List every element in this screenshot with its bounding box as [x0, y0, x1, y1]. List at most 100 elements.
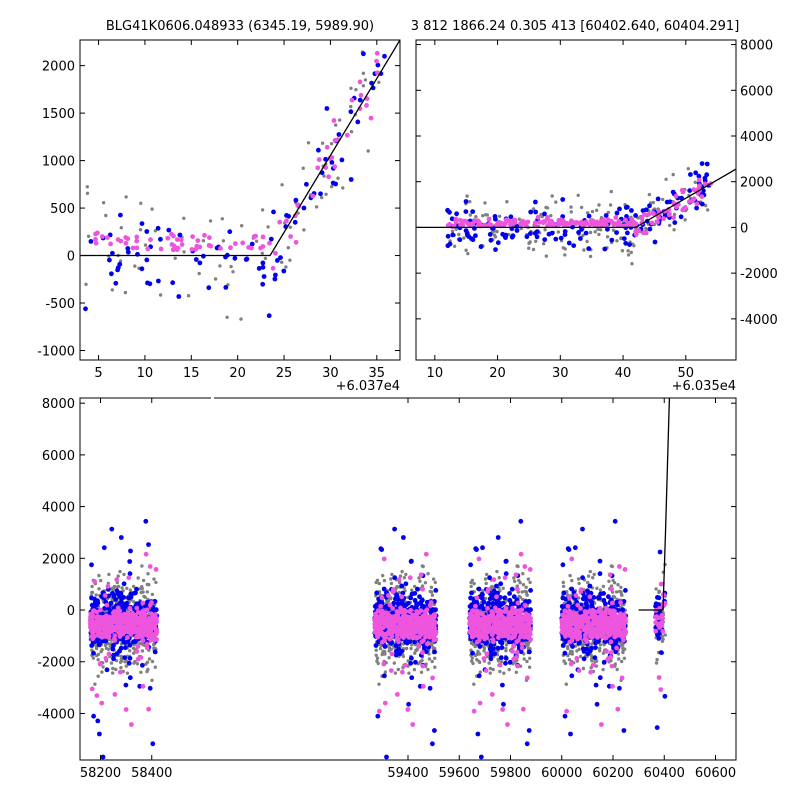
data-point-gray	[93, 682, 97, 686]
data-point-gray	[361, 71, 366, 76]
data-point-blue	[393, 643, 399, 648]
data-point-gray	[664, 177, 668, 181]
data-point-gray	[598, 643, 603, 647]
data-point-magenta	[97, 626, 102, 632]
data-point-blue	[578, 236, 583, 241]
data-point-gray	[474, 215, 478, 219]
data-point-blue	[469, 590, 474, 596]
data-point-magenta	[673, 193, 679, 199]
data-point-magenta	[332, 138, 338, 143]
data-point-magenta	[375, 70, 380, 76]
data-point-blue	[653, 601, 659, 607]
data-point-blue	[629, 208, 634, 213]
data-point-magenta	[134, 605, 140, 611]
data-point-gray	[525, 643, 529, 647]
data-point-blue	[415, 586, 420, 592]
x-tick-label: 5	[94, 366, 102, 381]
data-point-gray	[430, 593, 435, 597]
data-point-gray	[615, 667, 619, 672]
data-point-blue	[113, 280, 119, 286]
data-point-gray	[382, 578, 387, 583]
data-point-gray	[240, 224, 244, 228]
data-point-gray	[201, 239, 206, 243]
data-point-blue	[392, 575, 398, 581]
data-point-magenta	[121, 611, 127, 617]
data-point-gray	[349, 86, 353, 91]
data-point-blue	[153, 607, 159, 613]
data-point-magenta	[144, 645, 150, 651]
data-point-blue	[526, 728, 532, 733]
data-point-magenta	[646, 211, 652, 217]
data-point-gray	[197, 271, 201, 276]
data-point-blue	[495, 590, 500, 596]
data-point-gray	[349, 104, 353, 109]
data-point-gray	[97, 573, 101, 578]
data-point-blue	[421, 645, 427, 651]
data-point-gray	[418, 579, 422, 583]
y-tick-label: -2000	[740, 267, 778, 282]
data-point-magenta	[522, 564, 528, 569]
data-point-gray	[654, 587, 658, 591]
data-point-gray	[525, 593, 529, 597]
data-point-magenta	[152, 637, 157, 643]
data-point-gray	[482, 646, 487, 650]
data-point-magenta	[401, 625, 406, 631]
data-point-magenta	[135, 656, 141, 662]
data-point-blue	[584, 604, 590, 610]
data-point-blue	[568, 731, 573, 737]
data-point-gray	[366, 149, 370, 153]
data-point-blue	[278, 255, 283, 260]
data-point-blue	[101, 545, 107, 551]
data-point-magenta	[148, 237, 153, 243]
data-point-magenta	[123, 707, 129, 712]
data-point-gray	[99, 650, 103, 654]
data-point-magenta	[655, 219, 660, 225]
data-point-gray	[138, 228, 143, 232]
data-point-gray	[542, 242, 546, 246]
data-point-magenta	[378, 603, 383, 609]
data-point-gray	[133, 264, 137, 268]
data-point-magenta	[395, 633, 400, 638]
data-point-magenta	[149, 631, 154, 636]
data-point-gray	[400, 569, 404, 574]
data-point-blue	[549, 230, 555, 236]
data-point-gray	[239, 317, 243, 321]
data-point-magenta	[207, 235, 212, 241]
data-point-gray	[576, 193, 580, 197]
data-point-gray	[598, 228, 603, 232]
data-point-gray	[457, 232, 461, 237]
data-point-blue	[507, 597, 513, 603]
data-point-blue	[376, 639, 381, 645]
data-point-gray	[483, 596, 488, 601]
data-point-gray	[124, 664, 128, 668]
data-point-gray	[125, 671, 130, 675]
data-point-gray	[125, 586, 129, 590]
data-point-magenta	[154, 616, 159, 621]
data-point-magenta	[91, 634, 97, 639]
data-point-magenta	[146, 706, 152, 712]
data-point-gray	[470, 656, 474, 660]
data-point-blue	[488, 237, 494, 243]
data-point-blue	[473, 546, 479, 552]
data-point-blue	[409, 655, 414, 661]
data-point-magenta	[699, 194, 705, 200]
data-point-blue	[656, 595, 662, 601]
data-point-magenta	[178, 237, 184, 243]
data-point-blue	[424, 649, 429, 655]
data-point-magenta	[93, 237, 98, 242]
data-point-magenta	[376, 708, 382, 714]
data-point-blue	[133, 639, 138, 644]
data-point-gray	[116, 584, 121, 589]
data-point-magenta	[424, 641, 430, 647]
data-point-magenta	[402, 607, 407, 613]
data-point-gray	[554, 200, 558, 204]
data-point-magenta	[104, 602, 110, 608]
data-point-blue	[336, 132, 342, 137]
data-point-magenta	[105, 235, 110, 240]
data-point-gray	[413, 584, 417, 589]
data-point-blue	[694, 205, 699, 211]
data-point-gray	[139, 201, 143, 205]
data-point-magenta	[97, 619, 102, 625]
data-point-gray	[518, 581, 522, 585]
data-point-blue	[127, 655, 133, 661]
